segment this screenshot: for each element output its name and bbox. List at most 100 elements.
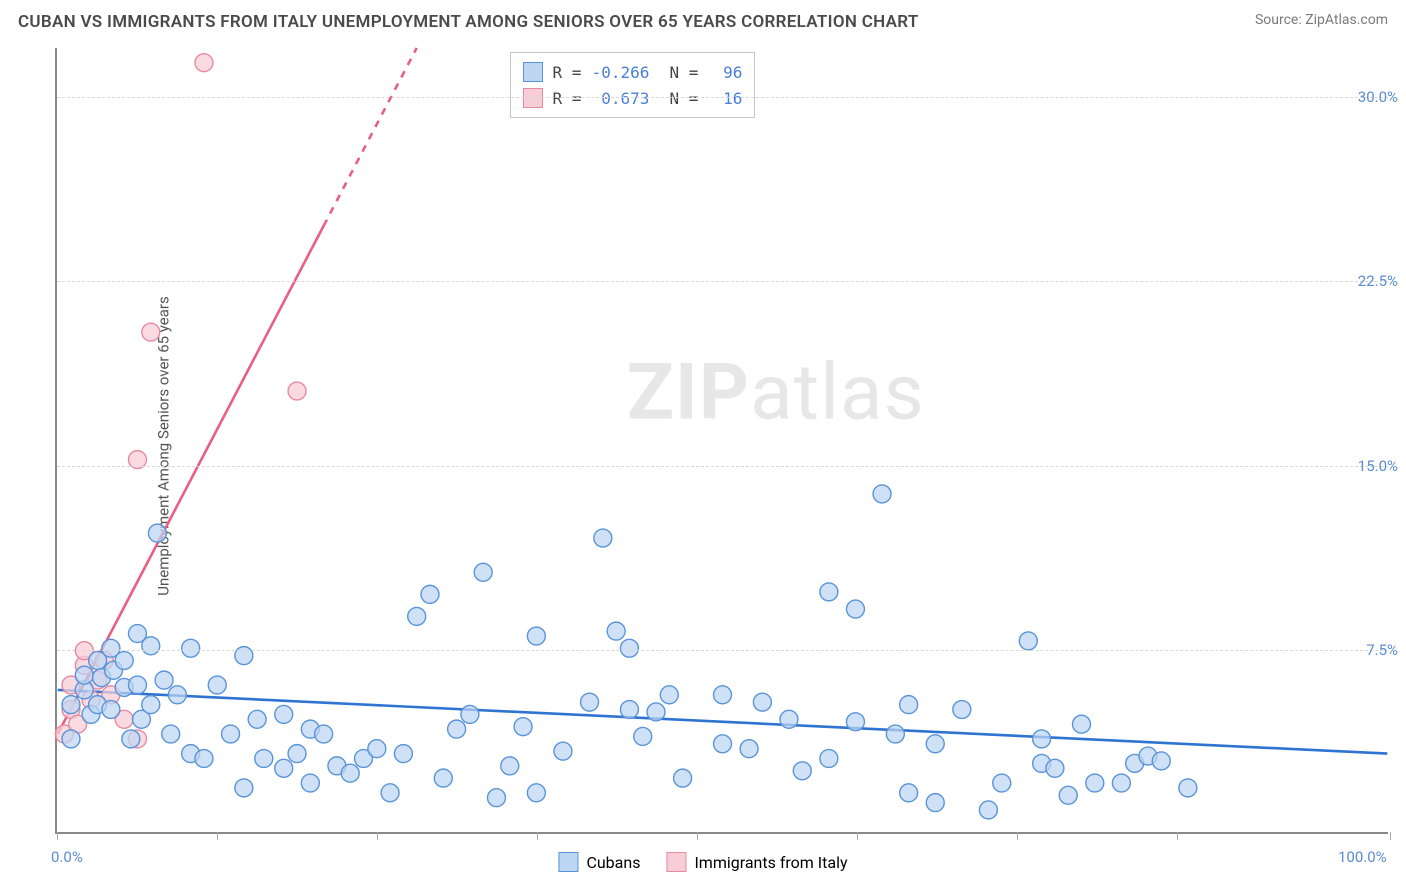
scatter-point — [162, 725, 180, 743]
stat-r-value: -0.266 — [591, 63, 649, 82]
scatter-point — [448, 720, 466, 738]
scatter-point — [634, 727, 652, 745]
scatter-point — [208, 676, 226, 694]
scatter-point — [408, 607, 426, 625]
gridline-h — [57, 466, 1388, 467]
scatter-point — [341, 764, 359, 782]
scatter-point — [581, 693, 599, 711]
scatter-point — [222, 725, 240, 743]
scatter-point — [182, 639, 200, 657]
y-tick-label: 30.0% — [1358, 88, 1398, 106]
scatter-point — [148, 524, 166, 542]
x-tick-label: 0.0% — [51, 848, 83, 866]
scatter-point — [1033, 730, 1051, 748]
stat-n-value: 96 — [708, 63, 742, 82]
scatter-point — [368, 740, 386, 758]
x-tick — [377, 832, 378, 840]
scatter-point — [740, 740, 758, 758]
scatter-point — [301, 774, 319, 792]
scatter-point — [1086, 774, 1104, 792]
scatter-point — [873, 485, 891, 503]
scatter-point — [102, 701, 120, 719]
scatter-point — [1073, 715, 1091, 733]
scatter-point — [620, 701, 638, 719]
legend-item: Immigrants from Italy — [666, 852, 847, 872]
legend-item: Cubans — [558, 852, 640, 872]
scatter-point — [461, 705, 479, 723]
scatter-point — [1059, 786, 1077, 804]
scatter-point — [514, 718, 532, 736]
scatter-point — [714, 735, 732, 753]
x-tick — [1017, 832, 1018, 840]
scatter-point — [793, 762, 811, 780]
scatter-point — [527, 784, 545, 802]
scatter-point — [1112, 774, 1130, 792]
scatter-point — [607, 622, 625, 640]
chart-title: CUBAN VS IMMIGRANTS FROM ITALY UNEMPLOYM… — [18, 12, 919, 32]
gridline-h — [57, 97, 1388, 98]
plot-wrapper: ZIPatlas R =-0.266N =96R =0.673N =16 — [55, 48, 1388, 834]
scatter-point — [235, 779, 253, 797]
stat-n-label: N = — [669, 63, 698, 82]
scatter-point — [1046, 759, 1064, 777]
scatter-point — [248, 710, 266, 728]
scatter-point — [714, 686, 732, 704]
x-tick — [537, 832, 538, 840]
scatter-point — [381, 784, 399, 802]
scatter-point — [487, 789, 505, 807]
scatter-point — [142, 637, 160, 655]
scatter-point — [846, 713, 864, 731]
scatter-point — [660, 686, 678, 704]
y-tick-label: 22.5% — [1358, 272, 1398, 290]
scatter-point — [554, 742, 572, 760]
x-tick — [857, 832, 858, 840]
scatter-point — [753, 693, 771, 711]
scatter-point — [953, 701, 971, 719]
scatter-point — [886, 725, 904, 743]
scatter-point — [820, 583, 838, 601]
scatter-point — [1152, 752, 1170, 770]
scatter-point — [926, 794, 944, 812]
scatter-point — [275, 705, 293, 723]
scatter-point — [122, 730, 140, 748]
stat-r-label: R = — [553, 63, 582, 82]
x-tick-label: 100.0% — [1338, 848, 1387, 866]
scatter-point — [1019, 632, 1037, 650]
x-tick — [217, 832, 218, 840]
scatter-point — [900, 696, 918, 714]
scatter-point — [195, 54, 213, 72]
y-tick-label: 7.5% — [1366, 641, 1398, 659]
plot-area: ZIPatlas R =-0.266N =96R =0.673N =16 — [55, 48, 1388, 834]
legend-swatch — [558, 852, 578, 872]
x-tick — [1177, 832, 1178, 840]
scatter-point — [900, 784, 918, 802]
x-tick — [697, 832, 698, 840]
scatter-point — [155, 671, 173, 689]
legend-label: Immigrants from Italy — [694, 853, 847, 872]
scatter-point — [979, 801, 997, 819]
legend-swatch — [523, 62, 543, 82]
scatter-point — [647, 703, 665, 721]
scatter-point — [820, 750, 838, 768]
scatter-point — [255, 750, 273, 768]
scatter-point — [594, 529, 612, 547]
scatter-point — [780, 710, 798, 728]
scatter-point — [75, 666, 93, 684]
scatter-point — [128, 676, 146, 694]
scatter-point — [142, 696, 160, 714]
source-attribution: Source: ZipAtlas.com — [1255, 12, 1388, 28]
scatter-point — [288, 745, 306, 763]
scatter-point — [421, 585, 439, 603]
scatter-point — [168, 686, 186, 704]
scatter-point — [474, 563, 492, 581]
scatter-point — [501, 757, 519, 775]
legend-correlation-box: R =-0.266N =96R =0.673N =16 — [510, 52, 756, 118]
scatter-point — [993, 774, 1011, 792]
legend-label: Cubans — [586, 853, 640, 872]
scatter-point — [394, 745, 412, 763]
scatter-point — [527, 627, 545, 645]
gridline-h — [57, 281, 1388, 282]
legend-stat-row: R = -0.266 N = 96 — [523, 59, 743, 85]
scatter-point — [315, 725, 333, 743]
scatter-point — [434, 769, 452, 787]
